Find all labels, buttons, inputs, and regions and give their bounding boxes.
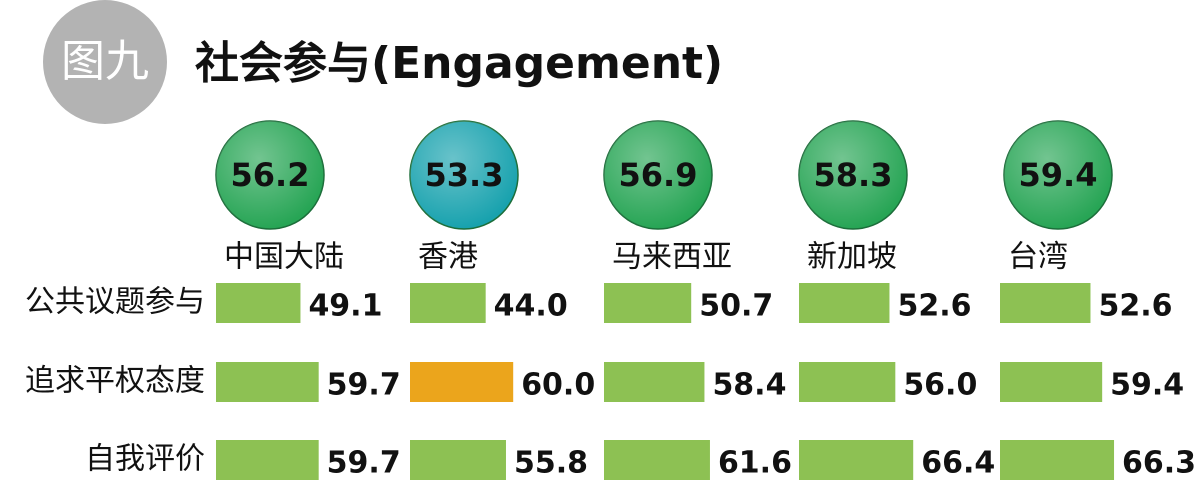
row-label: 公共议题参与 <box>25 285 205 320</box>
value-label: 44.0 <box>494 289 568 324</box>
bar <box>799 440 914 480</box>
row-label: 自我评价 <box>85 442 205 477</box>
circle-shine <box>216 121 324 229</box>
bar <box>604 362 705 402</box>
value-label: 55.8 <box>514 446 588 481</box>
value-label: 66.3 <box>1122 446 1196 481</box>
bar <box>1000 283 1091 323</box>
overall-label: 58.3 <box>814 156 893 194</box>
value-label: 61.6 <box>718 446 792 481</box>
bar <box>799 362 896 402</box>
value-label: 52.6 <box>897 289 971 324</box>
bar <box>410 440 506 480</box>
value-label: 59.7 <box>327 368 401 403</box>
region-label: 新加坡 <box>807 240 897 275</box>
region-label: 马来西亚 <box>612 240 732 275</box>
circle-shine <box>1004 121 1112 229</box>
bar <box>604 440 710 480</box>
circle-shine <box>799 121 907 229</box>
value-label: 52.6 <box>1098 289 1172 324</box>
bar <box>216 283 301 323</box>
region-label: 香港 <box>418 240 478 275</box>
value-label: 56.0 <box>903 368 977 403</box>
value-label: 59.7 <box>327 446 401 481</box>
badge: 图九 <box>61 36 149 87</box>
overall-label: 59.4 <box>1019 156 1098 194</box>
value-label: 59.4 <box>1110 368 1184 403</box>
value-label: 49.1 <box>308 289 382 324</box>
overall-label: 56.9 <box>619 156 698 194</box>
bar <box>216 362 319 402</box>
overall-label: 53.3 <box>425 156 504 194</box>
row-label: 追求平权态度 <box>25 364 205 399</box>
circle-shine <box>410 121 518 229</box>
value-label: 66.4 <box>921 446 995 481</box>
bar <box>604 283 692 323</box>
region-label: 台湾 <box>1008 240 1068 275</box>
region-label: 中国大陆 <box>224 240 344 275</box>
value-label: 50.7 <box>699 289 773 324</box>
bar <box>410 362 514 402</box>
bar <box>410 283 486 323</box>
bar <box>1000 362 1103 402</box>
value-label: 58.4 <box>712 368 786 403</box>
circle-shine <box>604 121 712 229</box>
badge-circle <box>43 0 167 124</box>
overall-label: 56.2 <box>231 156 310 194</box>
bar <box>799 283 890 323</box>
chart-title: 社会参与(Engagement) <box>195 38 723 89</box>
bar <box>216 440 319 480</box>
bar <box>1000 440 1115 480</box>
value-label: 60.0 <box>521 368 595 403</box>
